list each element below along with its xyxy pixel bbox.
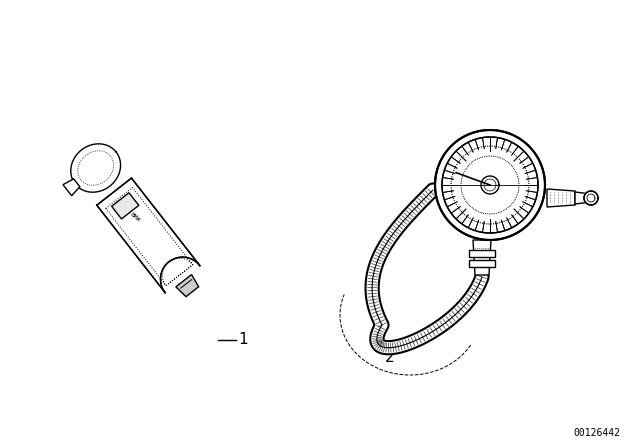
Polygon shape [435,130,545,240]
Polygon shape [469,250,495,257]
Text: 00126442: 00126442 [573,428,620,438]
Polygon shape [547,189,575,207]
Polygon shape [473,240,491,275]
Polygon shape [584,191,598,205]
Polygon shape [63,179,80,196]
Polygon shape [97,178,200,293]
Polygon shape [176,275,198,297]
Text: 2: 2 [385,350,395,366]
Polygon shape [111,193,139,219]
Polygon shape [481,176,499,194]
Text: BMW: BMW [129,212,140,223]
Text: 1: 1 [238,332,248,348]
Polygon shape [575,192,591,204]
Polygon shape [469,260,495,267]
